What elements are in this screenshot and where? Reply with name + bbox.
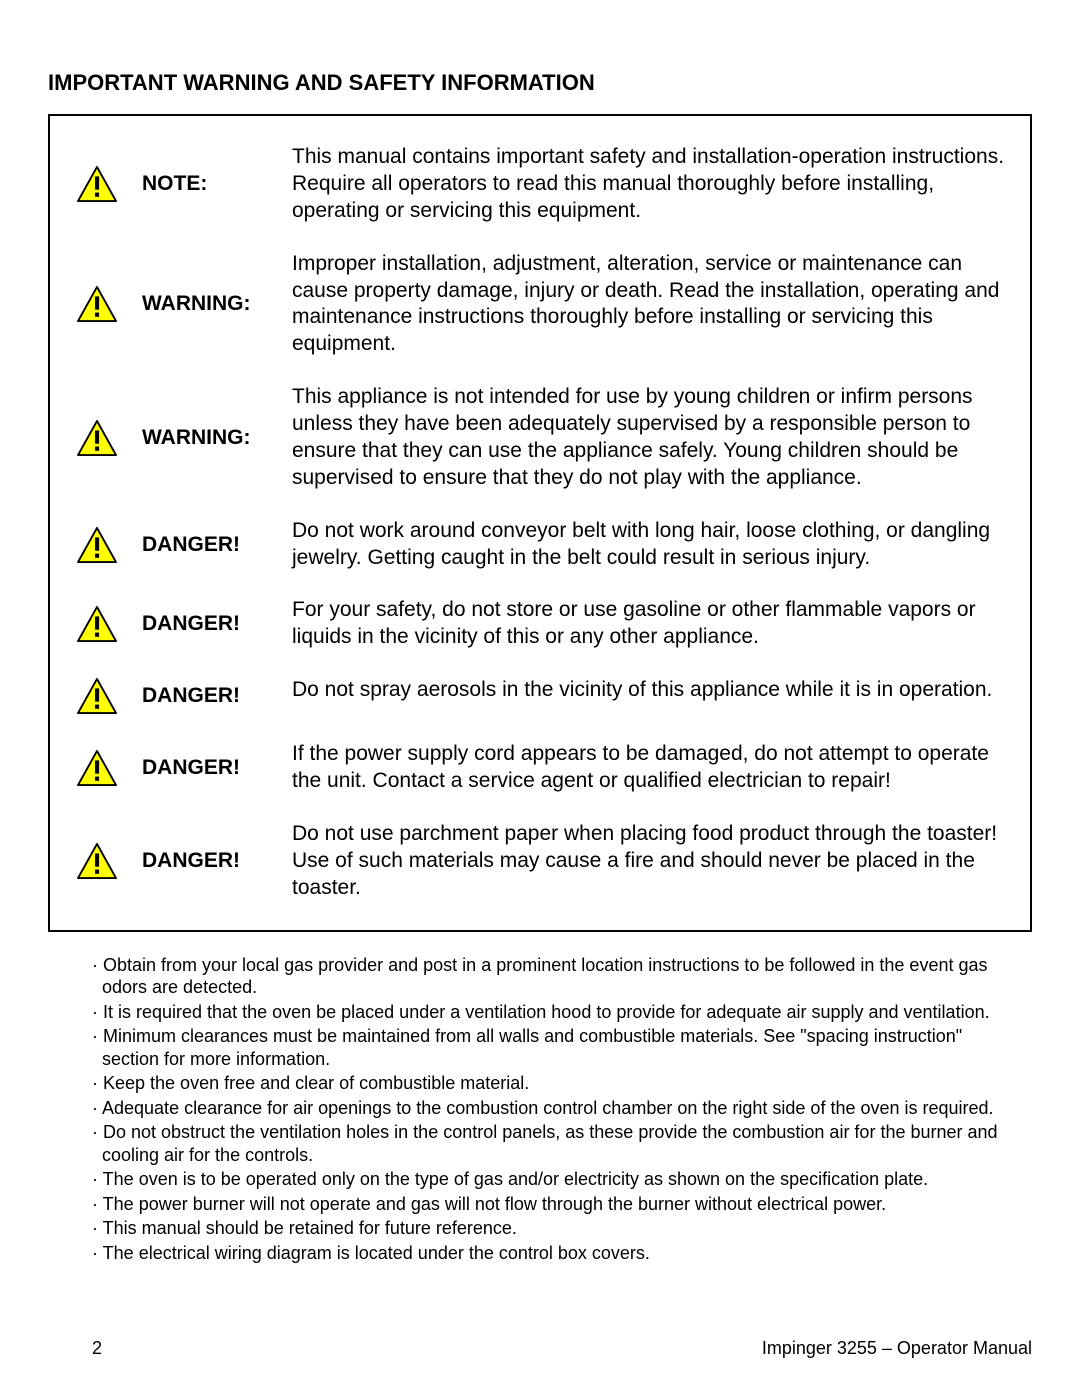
warning-message: Do not spray aerosols in the vicinity of…: [292, 677, 1012, 704]
warning-label: NOTE:: [142, 172, 292, 196]
page-number: 2: [92, 1338, 102, 1359]
icon-cell: [52, 285, 142, 323]
icon-cell: [52, 165, 142, 203]
warning-message: If the power supply cord appears to be d…: [292, 741, 1012, 795]
bullet-item: · Minimum clearances must be maintained …: [92, 1025, 1022, 1070]
warning-icon: [76, 749, 118, 787]
warning-row: DANGER! For your safety, do not store or…: [52, 597, 1012, 651]
warning-box: NOTE: This manual contains important saf…: [48, 114, 1032, 932]
warning-row: WARNING: This appliance is not intended …: [52, 384, 1012, 492]
icon-cell: [52, 749, 142, 787]
warning-label: DANGER!: [142, 849, 292, 873]
warning-row: DANGER! Do not spray aerosols in the vic…: [52, 677, 1012, 715]
icon-cell: [52, 842, 142, 880]
bullet-item: · Obtain from your local gas provider an…: [92, 954, 1022, 999]
page: IMPORTANT WARNING AND SAFETY INFORMATION…: [0, 0, 1080, 1397]
bullet-item: · The electrical wiring diagram is locat…: [92, 1242, 1022, 1265]
warning-icon: [76, 842, 118, 880]
warning-label: DANGER!: [142, 756, 292, 780]
warning-icon: [76, 285, 118, 323]
warning-row: DANGER! Do not work around conveyor belt…: [52, 518, 1012, 572]
page-title: IMPORTANT WARNING AND SAFETY INFORMATION: [48, 70, 1032, 96]
warning-message: This appliance is not intended for use b…: [292, 384, 1012, 492]
bullet-item: · Adequate clearance for air openings to…: [92, 1097, 1022, 1120]
footer: 2 Impinger 3255 – Operator Manual: [0, 1338, 1080, 1359]
warning-message: For your safety, do not store or use gas…: [292, 597, 1012, 651]
warning-row: WARNING: Improper installation, adjustme…: [52, 251, 1012, 359]
bullet-item: · This manual should be retained for fut…: [92, 1217, 1022, 1240]
bullet-item: · Keep the oven free and clear of combus…: [92, 1072, 1022, 1095]
warning-message: Improper installation, adjustment, alter…: [292, 251, 1012, 359]
warning-icon: [76, 605, 118, 643]
bullet-item: · Do not obstruct the ventilation holes …: [92, 1121, 1022, 1166]
warning-message: Do not work around conveyor belt with lo…: [292, 518, 1012, 572]
warning-icon: [76, 165, 118, 203]
doc-title: Impinger 3255 – Operator Manual: [762, 1338, 1032, 1359]
icon-cell: [52, 526, 142, 564]
warning-icon: [76, 526, 118, 564]
warning-label: DANGER!: [142, 533, 292, 557]
icon-cell: [52, 419, 142, 457]
warning-row: NOTE: This manual contains important saf…: [52, 144, 1012, 225]
bullet-item: · It is required that the oven be placed…: [92, 1001, 1022, 1024]
icon-cell: [52, 605, 142, 643]
warning-label: DANGER!: [142, 684, 292, 708]
icon-cell: [52, 677, 142, 715]
warning-label: DANGER!: [142, 612, 292, 636]
bullet-item: · The power burner will not operate and …: [92, 1193, 1022, 1216]
warning-label: WARNING:: [142, 426, 292, 450]
warning-message: Do not use parchment paper when placing …: [292, 821, 1012, 902]
warning-label: WARNING:: [142, 292, 292, 316]
warning-message: This manual contains important safety an…: [292, 144, 1012, 225]
warning-row: DANGER! If the power supply cord appears…: [52, 741, 1012, 795]
bullet-item: · The oven is to be operated only on the…: [92, 1168, 1022, 1191]
warning-icon: [76, 419, 118, 457]
bullet-list: · Obtain from your local gas provider an…: [48, 954, 1032, 1265]
warning-row: DANGER! Do not use parchment paper when …: [52, 821, 1012, 902]
warning-icon: [76, 677, 118, 715]
